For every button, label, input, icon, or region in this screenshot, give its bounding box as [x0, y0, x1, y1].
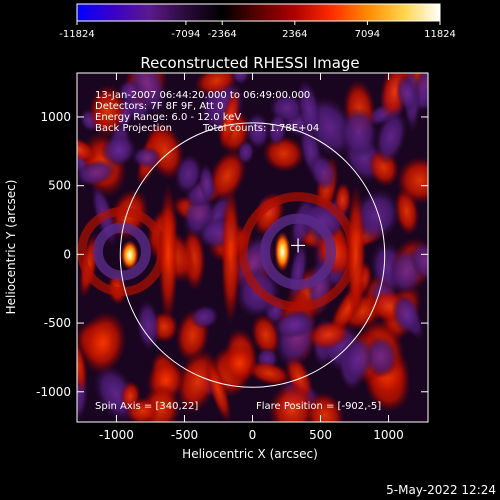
y-axis: 1000 500 0 -500 -1000: [36, 110, 428, 399]
colorbar-tick-label: 11824: [424, 29, 456, 40]
solar-limb-circle: [119, 122, 386, 388]
info-text-block: 13-Jan-2007 06:44:20.000 to 06:49:00.000…: [95, 90, 319, 134]
y-axis-tick-label: 500: [48, 179, 71, 193]
method-label: Back Projection: [95, 123, 172, 134]
plot-title: Reconstructed RHESSI Image: [140, 54, 359, 72]
x-axis-tick-label: 1000: [373, 428, 404, 442]
info-line: Detectors: 7F 8F 9F, Att 0: [95, 101, 223, 112]
x-axis-tick-label: -500: [171, 428, 198, 442]
colorbar-tick-label: 2364: [282, 29, 307, 40]
info-line: Energy Range: 6.0 - 12.0 keV: [95, 112, 241, 123]
y-axis-tick-label: 1000: [40, 110, 71, 124]
x-axis-label: Heliocentric X (arcsec): [182, 447, 318, 461]
y-axis-label: Heliocentric Y (arcsec): [4, 180, 18, 315]
x-axis-tick-label: -1000: [99, 428, 134, 442]
y-axis-tick-label: -500: [44, 316, 71, 330]
y-axis-tick-label: -1000: [36, 385, 71, 399]
x-axis-tick-label: 0: [249, 428, 257, 442]
colorbar: [76, 3, 441, 22]
y-axis-tick-label: 0: [63, 247, 71, 261]
colorbar-tick-label: -7094: [171, 29, 200, 40]
colorbar-tick-label: 7094: [355, 29, 380, 40]
footer-timestamp: 5-May-2022 12:24: [386, 483, 496, 497]
colorbar-ticks: -11824 -7094 -2364 2364 7094 11824: [59, 21, 456, 40]
info-line: 13-Jan-2007 06:44:20.000 to 06:49:00.000: [95, 90, 310, 101]
x-axis: -1000 -500 0 500 1000: [99, 73, 404, 442]
x-axis-tick-label: 500: [309, 428, 332, 442]
flare-position-marker: [291, 238, 306, 253]
colorbar-tick-label: -11824: [59, 29, 94, 40]
total-counts-label: Total counts: 1.78E+04: [202, 123, 319, 134]
rhessi-image: [77, 73, 428, 422]
flare-position-label: Flare Position = [-902,-5]: [256, 401, 381, 412]
colorbar-tick-label: -2364: [208, 29, 237, 40]
spin-axis-label: Spin Axis = [340,22]: [95, 401, 198, 412]
